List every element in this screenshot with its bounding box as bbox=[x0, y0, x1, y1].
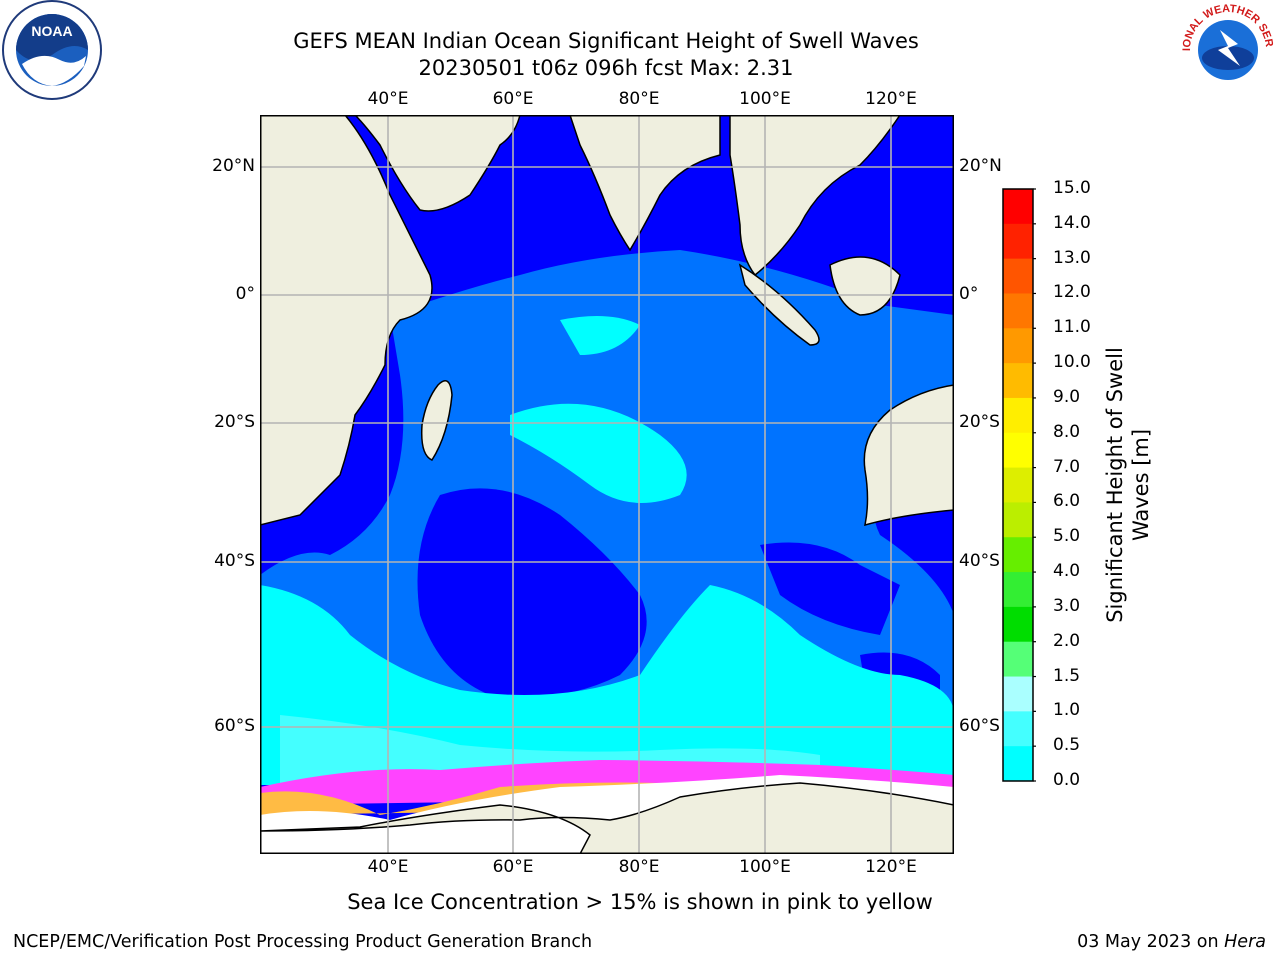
colorbar-segment bbox=[1003, 572, 1033, 608]
lon-label-bottom-40e: 40°E bbox=[367, 857, 409, 877]
lon-label-bottom-100e: 100°E bbox=[739, 857, 791, 877]
southeast-asia bbox=[729, 115, 901, 277]
lat-label-right-40s: 40°S bbox=[959, 551, 1000, 571]
colorbar-segment bbox=[1003, 432, 1033, 469]
lon-label-top-80e: 80°E bbox=[618, 89, 660, 109]
lat-label-right-20s: 20°S bbox=[959, 412, 1000, 432]
colorbar-segment bbox=[1003, 328, 1033, 364]
colorbar-segment bbox=[1003, 641, 1033, 678]
colorbar-tick-label: 2.0 bbox=[1053, 630, 1081, 651]
colorbar-tick-label: 1.0 bbox=[1053, 700, 1081, 721]
colorbar bbox=[1002, 188, 1036, 782]
sumatra bbox=[738, 263, 820, 346]
colorbar-segment bbox=[1003, 258, 1033, 294]
lon-label-bottom-120e: 120°E bbox=[865, 857, 917, 877]
lon-label-top-100e: 100°E bbox=[739, 89, 791, 109]
swell-zone-cyan-3 bbox=[560, 316, 640, 355]
map-gridlines bbox=[260, 115, 954, 854]
arabia bbox=[353, 115, 521, 212]
lat-label-left-20n: 20°N bbox=[212, 156, 255, 176]
lat-label-right-0: 0° bbox=[959, 284, 979, 304]
swell-zone-low-2 bbox=[760, 542, 900, 635]
colorbar-tick-label: 0.0 bbox=[1053, 770, 1081, 790]
lat-label-left-20s: 20°S bbox=[214, 412, 255, 432]
colorbar-tick-label: 14.0 bbox=[1053, 212, 1091, 233]
colorbar-tick-label: 4.0 bbox=[1053, 561, 1081, 582]
colorbar-segment bbox=[1003, 502, 1033, 538]
colorbar-tick-label: 15.0 bbox=[1053, 178, 1091, 198]
colorbar-segment bbox=[1003, 537, 1033, 573]
india bbox=[569, 115, 721, 252]
colorbar-tick-label: 5.0 bbox=[1053, 526, 1081, 547]
lat-label-left-40s: 40°S bbox=[214, 551, 255, 571]
colorbar-segment bbox=[1003, 467, 1033, 503]
colorbar-segment bbox=[1003, 189, 1033, 225]
colorbar-segment bbox=[1003, 746, 1033, 782]
colorbar-tick-label: 6.0 bbox=[1053, 491, 1081, 512]
colorbar-tick-label: 9.0 bbox=[1053, 386, 1081, 407]
map-plot bbox=[260, 115, 954, 854]
chart-subtitle: 20230501 t06z 096h fcst Max: 2.31 bbox=[418, 56, 794, 80]
borneo bbox=[829, 256, 901, 316]
footer-date: 03 May 2023 on Hera bbox=[1077, 932, 1266, 952]
lat-label-right-20n: 20°N bbox=[959, 156, 1002, 176]
map-frame bbox=[260, 115, 954, 854]
lon-label-top-120e: 120°E bbox=[865, 89, 917, 109]
lat-label-right-60s: 60°S bbox=[959, 716, 1000, 736]
noaa-logo: NOAA bbox=[2, 0, 102, 100]
colorbar-tick-label: 0.5 bbox=[1053, 735, 1081, 756]
colorbar-tick-label: 10.0 bbox=[1053, 352, 1091, 373]
sea-ice-caption: Sea Ice Concentration > 15% is shown in … bbox=[347, 890, 933, 914]
swell-zone-cyan-2 bbox=[510, 403, 687, 503]
nws-logo: NATIONAL WEATHER SERVICE bbox=[1174, 0, 1278, 100]
colorbar-tick-label: 13.0 bbox=[1053, 247, 1091, 268]
swell-zone-low-1 bbox=[417, 488, 647, 698]
svg-text:NOAA: NOAA bbox=[31, 23, 72, 39]
colorbar-tick-label: 7.0 bbox=[1053, 456, 1081, 477]
colorbar-segment bbox=[1003, 397, 1033, 434]
lat-label-left-60s: 60°S bbox=[214, 716, 255, 736]
antarctica bbox=[260, 782, 954, 854]
colorbar-segment bbox=[1003, 711, 1033, 747]
lon-label-bottom-80e: 80°E bbox=[618, 857, 660, 877]
colorbar-tick-label: 3.0 bbox=[1053, 595, 1081, 616]
colorbar-tick-label: 1.5 bbox=[1053, 665, 1081, 686]
colorbar-tick-label: 8.0 bbox=[1053, 421, 1081, 442]
footer-credit: NCEP/EMC/Verification Post Processing Pr… bbox=[13, 932, 593, 952]
colorbar-segment bbox=[1003, 676, 1033, 712]
colorbar-tick-label: 11.0 bbox=[1053, 317, 1091, 338]
colorbar-segment bbox=[1003, 363, 1033, 399]
colorbar-tick-label: 12.0 bbox=[1053, 282, 1091, 303]
swell-zone-cyan bbox=[260, 585, 954, 785]
lon-label-bottom-60e: 60°E bbox=[492, 857, 534, 877]
colorbar-label: Significant Height of Swell Waves [m] bbox=[1103, 347, 1153, 623]
chart-title: GEFS MEAN Indian Ocean Significant Heigh… bbox=[293, 29, 919, 53]
lon-label-top-60e: 60°E bbox=[492, 89, 534, 109]
colorbar-segment bbox=[1003, 293, 1033, 329]
colorbar-segment bbox=[1003, 606, 1033, 643]
madagascar bbox=[420, 380, 453, 461]
colorbar-segment bbox=[1003, 223, 1033, 260]
lat-label-left-0: 0° bbox=[235, 284, 255, 304]
lon-label-top-40e: 40°E bbox=[367, 89, 409, 109]
australia bbox=[863, 384, 954, 527]
